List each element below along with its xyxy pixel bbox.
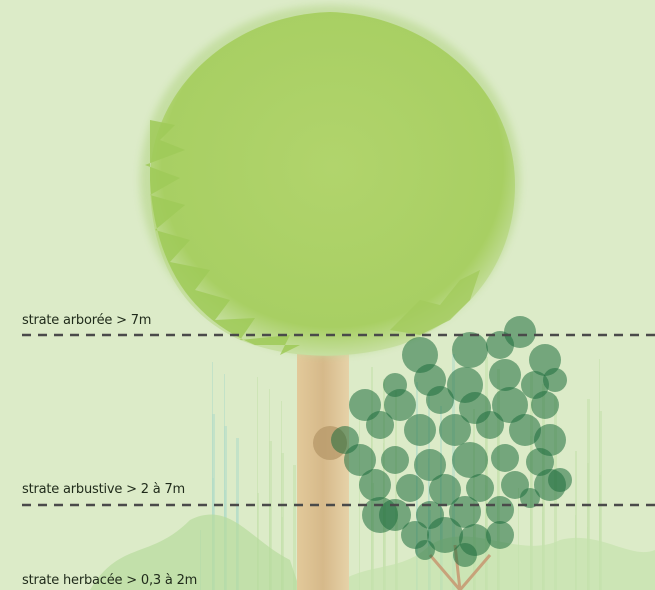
shrub-leaf: [402, 337, 438, 373]
shrub-leaf: [491, 444, 519, 472]
stratum-label-arbustive: strate arbustive > 2 à 7m: [22, 482, 185, 497]
grass-blade: [269, 441, 272, 590]
shrub-leaf: [366, 411, 394, 439]
shrub-leaf: [344, 444, 376, 476]
shrub: [313, 316, 572, 590]
grass-blade: [599, 411, 602, 590]
shrub-leaf: [359, 469, 391, 501]
grass-blade: [497, 369, 500, 590]
grass-blade: [530, 436, 532, 590]
shrub-leaf: [526, 448, 554, 476]
grass-blade: [530, 500, 531, 590]
shrub-leaf: [429, 474, 461, 506]
grass-blade: [542, 448, 544, 590]
shrub-leaf: [492, 387, 528, 423]
grass-blade: [383, 495, 386, 590]
stratum-label-herbacee: strate herbacée > 0,3 à 2m: [22, 573, 198, 588]
grass-blade: [281, 401, 282, 590]
grass-blade: [395, 391, 397, 590]
shrub-leaf: [548, 468, 572, 492]
shrub-leaf: [509, 414, 541, 446]
grass-blade: [224, 374, 225, 590]
grass-blade: [428, 394, 430, 590]
shrub-leaf: [362, 497, 398, 533]
shrub-leaf: [452, 332, 488, 368]
shrub-leaf: [466, 474, 494, 502]
grass-blade: [395, 507, 398, 590]
grass-blade: [599, 359, 600, 590]
shrub-leaf: [486, 521, 514, 549]
shrub-leaf: [381, 446, 409, 474]
grass-blade: [224, 426, 227, 590]
grass-blade: [530, 372, 533, 590]
grass-blade: [575, 451, 577, 590]
shrub-leaf: [489, 359, 521, 391]
grass-blade: [281, 453, 284, 590]
shrub-leaf: [520, 488, 540, 508]
shrub-leaf: [414, 449, 446, 481]
shrub-leaf: [427, 517, 463, 553]
shrub-leaf: [426, 386, 454, 414]
shrub-leaf: [476, 411, 504, 439]
shrub-leaf: [439, 414, 471, 446]
shrub-leaf: [453, 543, 477, 567]
grass-blade: [587, 463, 589, 590]
tree-trunk: [297, 345, 349, 590]
grass-blade: [269, 389, 270, 590]
shrub-leaf: [415, 540, 435, 560]
shrub-leaf: [452, 442, 488, 478]
stratum-label-arboree: strate arborée > 7m: [22, 313, 152, 328]
grass-blade: [518, 488, 519, 590]
shrub-leaf: [486, 496, 514, 524]
grass-blade: [236, 438, 239, 590]
shrub-leaf: [534, 424, 566, 456]
grass-blade: [599, 475, 601, 590]
tree-crown: [140, 5, 520, 356]
shrub-leaf: [384, 389, 416, 421]
grass-blade: [452, 354, 455, 590]
grass-blade: [371, 483, 374, 590]
grass-blade: [587, 399, 590, 590]
shrub-leaf: [543, 368, 567, 392]
grass-blade: [269, 505, 271, 590]
shrub-leaf: [404, 414, 436, 446]
grass-blade: [485, 357, 488, 590]
shrub-leaf: [529, 344, 561, 376]
shrub-leaf: [531, 391, 559, 419]
shrub-leaf: [396, 474, 424, 502]
grass-blade: [212, 414, 215, 590]
shrub-leaf: [504, 316, 536, 348]
grass-blade: [257, 377, 258, 590]
grass-blade: [212, 362, 213, 590]
grass-blade: [293, 465, 296, 590]
grass-blade: [281, 517, 283, 590]
